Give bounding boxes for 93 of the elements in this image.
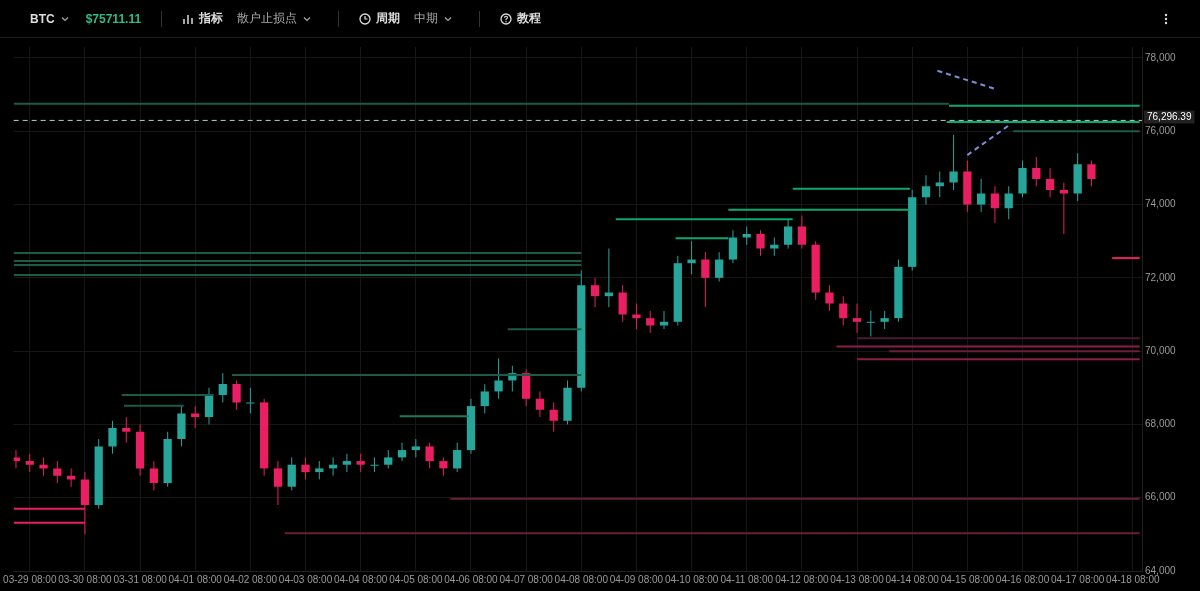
candlestick (13, 449, 21, 469)
x-tick-label: 04-01 08:00 (168, 573, 223, 585)
candlestick (728, 229, 738, 264)
candlestick (949, 134, 958, 191)
candlestick (632, 303, 641, 330)
x-tick-label: 04-10 08:00 (664, 573, 719, 585)
candlestick (1004, 185, 1013, 220)
candlestick (590, 277, 600, 308)
candlestick (742, 226, 751, 246)
y-tick-label: 72,000 (1145, 271, 1177, 283)
y-tick-label: 66,000 (1145, 491, 1177, 503)
candlestick (25, 453, 34, 473)
x-tick-label: 04-09 08:00 (609, 573, 664, 585)
candlestick (1045, 167, 1055, 198)
x-tick-label: 04-13 08:00 (830, 573, 885, 585)
candlestick (287, 456, 296, 491)
candlestick (977, 178, 986, 213)
candlestick (273, 460, 283, 506)
x-tick-label: 04-11 08:00 (720, 573, 774, 585)
x-tick-label: 04-18 08:00 (1106, 573, 1160, 585)
x-tick-label: 04-15 08:00 (940, 573, 995, 585)
candlestick (411, 438, 420, 458)
candlestick (646, 310, 655, 334)
text: $75711.11 (85, 11, 142, 26)
candlestick (701, 251, 710, 308)
candlestick (246, 387, 255, 414)
x-tick-label: 04-08 08:00 (554, 573, 609, 585)
candlestick (356, 453, 365, 473)
text: 散户止损点 (237, 10, 298, 27)
x-tick-label: 03-30 08:00 (58, 573, 113, 585)
candlestick (494, 357, 503, 400)
candlestick (866, 310, 875, 337)
text: 周期 (376, 10, 401, 27)
candlestick (1059, 182, 1068, 235)
candlestick (218, 372, 227, 403)
y-tick-label: 64,000 (1145, 564, 1177, 576)
candlestick (549, 401, 558, 433)
candlestick (1087, 160, 1096, 187)
candlestick (301, 456, 310, 480)
candlestick (990, 185, 1000, 224)
candlestick (122, 416, 131, 444)
x-tick-label: 04-06 08:00 (444, 573, 499, 585)
candlestick (1032, 156, 1041, 187)
candlestick (825, 284, 834, 312)
candlestick (852, 303, 862, 334)
candlestick (480, 383, 489, 414)
text: 教程 (517, 10, 542, 27)
y-tick-label: 74,000 (1145, 198, 1177, 210)
candlestick (39, 456, 48, 477)
y-tick-label: 68,000 (1145, 418, 1177, 430)
text: 指标 (199, 10, 224, 27)
x-tick-label: 04-02 08:00 (223, 573, 278, 585)
x-tick-label: 04-04 08:00 (333, 573, 388, 585)
candlestick (425, 442, 434, 469)
x-tick-label: 03-29 08:00 (3, 573, 57, 585)
candlestick (839, 295, 848, 326)
candlestick (397, 442, 407, 462)
ref-line-label: 76,296.39 (1147, 110, 1192, 122)
candlestick (453, 442, 462, 473)
candlestick (384, 449, 393, 469)
candlestick (439, 456, 448, 477)
candlestick (204, 387, 214, 425)
x-tick-label: 04-07 08:00 (499, 573, 554, 585)
y-tick-label: 78,000 (1145, 51, 1177, 63)
y-tick-label: 76,000 (1145, 125, 1177, 137)
x-tick-label: 03-31 08:00 (113, 573, 168, 585)
text: BTC (30, 11, 55, 26)
candlestick (715, 251, 724, 283)
candlestick (53, 460, 62, 484)
candlestick (880, 310, 889, 330)
candlestick (315, 460, 324, 480)
x-tick-label: 04-16 08:00 (995, 573, 1050, 585)
candlestick (370, 456, 379, 473)
candlestick (770, 237, 779, 257)
candlestick (783, 218, 793, 250)
candlestick (232, 379, 241, 411)
candlestick (108, 420, 117, 455)
x-tick-label: 04-12 08:00 (775, 573, 830, 585)
candlestick (535, 390, 545, 418)
x-tick-label: 04-14 08:00 (885, 573, 940, 585)
candlestick (342, 453, 352, 473)
x-tick-label: 04-05 08:00 (389, 573, 443, 585)
candlestick (921, 174, 931, 206)
candlestick (756, 229, 765, 257)
x-tick-label: 04-17 08:00 (1050, 573, 1105, 585)
text: 中期 (414, 10, 439, 27)
candlestick (618, 284, 627, 323)
candlestick (149, 460, 158, 491)
candlestick (687, 240, 696, 275)
candlestick (191, 405, 200, 429)
candlestick (797, 215, 807, 250)
y-tick-label: 70,000 (1145, 344, 1177, 356)
x-tick-label: 04-03 08:00 (278, 573, 333, 585)
